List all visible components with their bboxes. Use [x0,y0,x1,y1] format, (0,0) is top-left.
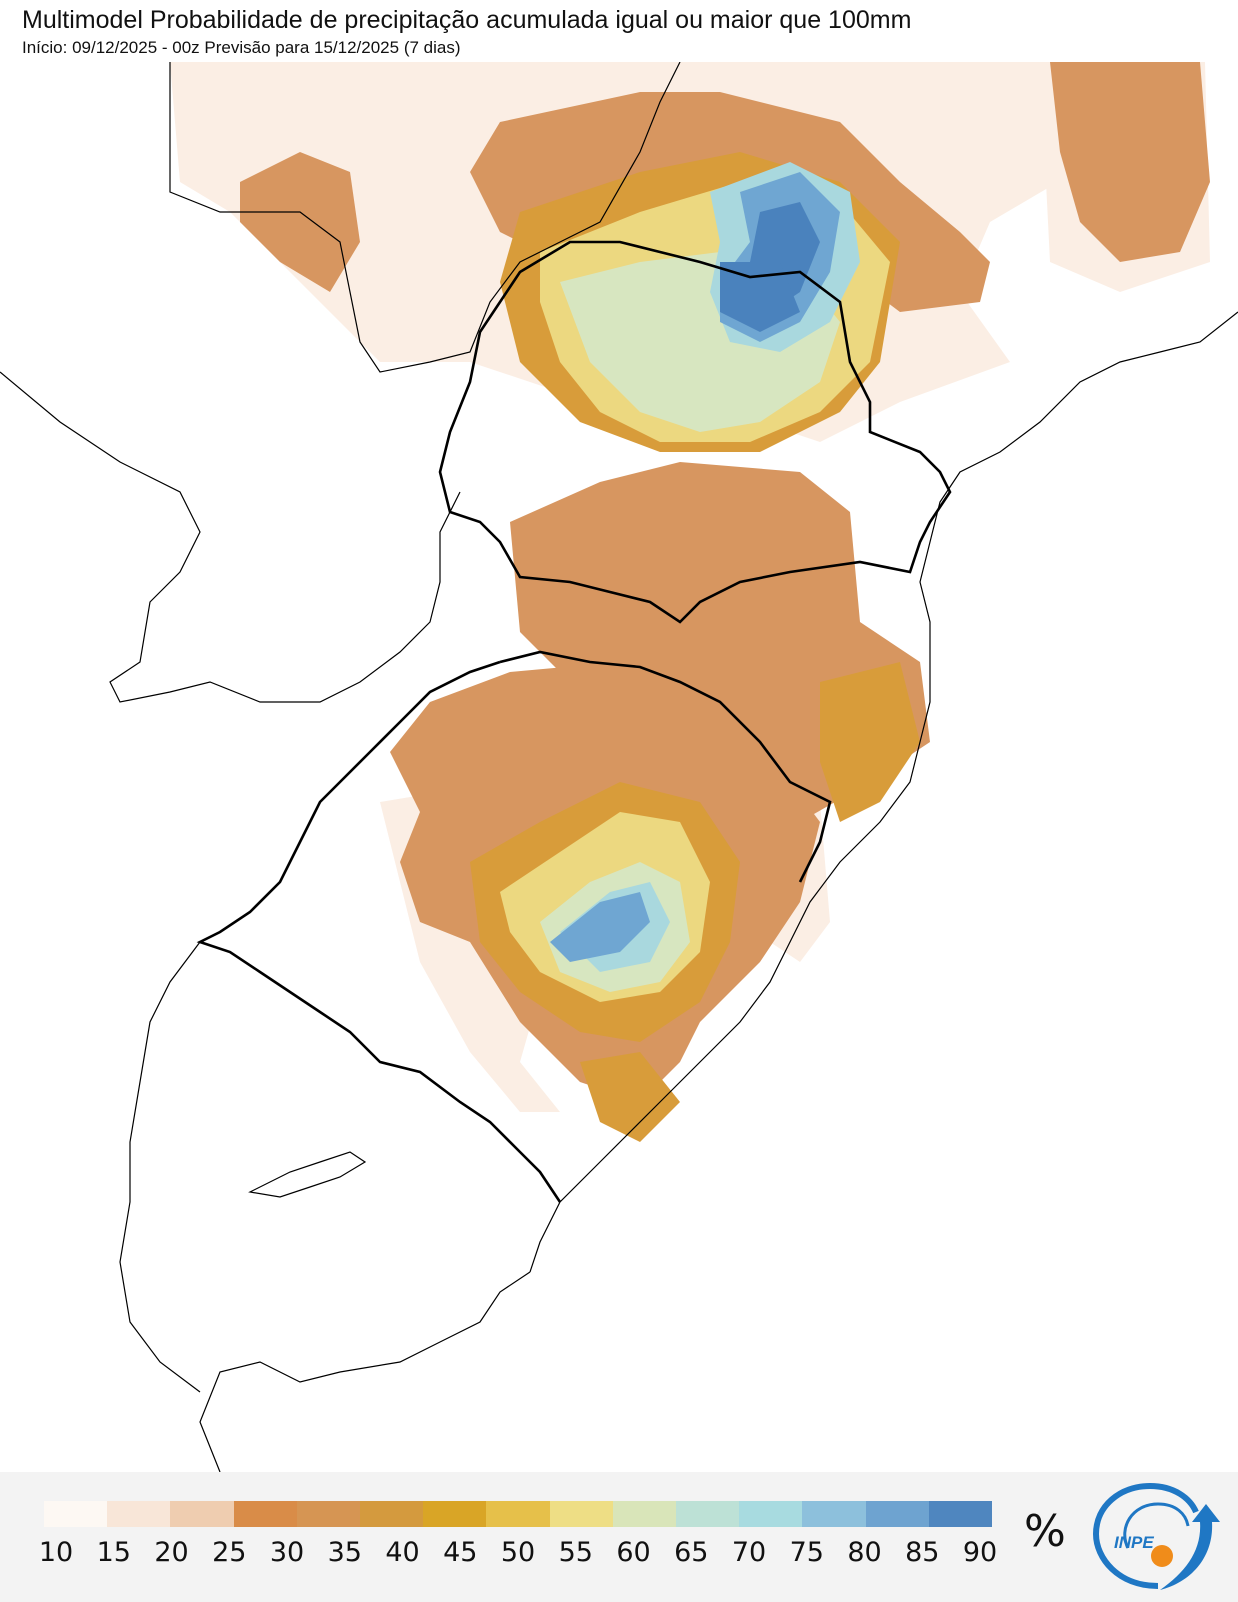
colorbar-tick-label: 35 [327,1537,362,1568]
shading-30-west-north [240,152,360,292]
coastline-south [199,1271,531,1472]
shading-40-sw [580,1052,680,1142]
logo-orange-dot-icon [1151,1545,1173,1567]
colorbar-tick-label: 85 [905,1537,940,1568]
country-border-north [169,62,681,373]
colorbar-tick-label: 80 [847,1537,882,1568]
colorbar-tick-label: 45 [443,1537,478,1568]
inpe-logo: INPE [1092,1482,1220,1590]
colorbar-tick-labels: 10 15 20 25 30 35 40 45 50 55 60 65 70 75 80 85 90 [32,1537,1004,1571]
colorbar-cell [44,1501,108,1527]
logo-inner-arc-icon [1123,1502,1190,1549]
shading-90-central [720,262,800,332]
colorbar-cell [296,1501,361,1527]
probability-shading [170,62,1210,1142]
colorbar-cell [865,1501,929,1527]
colorbar-cell [107,1501,171,1527]
logo-swoosh-icon [1160,1504,1220,1590]
colorbar-cell [233,1501,297,1527]
colorbar-cell [739,1501,803,1527]
border-santa-catarina-rio-grande [499,650,832,883]
colorbar-tick-label: 70 [731,1537,767,1568]
coastline-east [529,311,1238,1273]
coastline-outlines [0,62,1238,1472]
colorbar-cell [928,1501,993,1527]
shading-80-south [550,892,650,962]
colorbar-tick-label: 60 [616,1537,651,1568]
colorbar-tick-label: 30 [269,1537,305,1568]
map-subtitle: Início: 09/12/2025 - 00z Previsão para 1… [22,38,461,57]
country-border-west [0,371,461,703]
logo-text: INPE [1114,1533,1154,1552]
colorbar-tick-label: 65 [674,1537,709,1568]
border-uruguay-west [119,941,201,1393]
colorbar-cell [676,1501,740,1527]
colorbar-tick-label: 75 [789,1537,824,1568]
colorbar-tick-label: 55 [558,1537,593,1568]
shading-40-east [820,662,920,822]
colorbar-tick-label: 40 [385,1537,420,1568]
colorbar-tick-label: 10 [38,1537,74,1568]
logo-arc-icon [1092,1482,1199,1589]
colorbar-cell [360,1501,424,1527]
legend-panel [0,1472,1238,1602]
border-parana [438,240,952,624]
border-rio-grande-do-sul [196,660,562,1203]
colorbar-tick-label: 25 [212,1537,247,1568]
probability-map [0,62,1238,1472]
colorbar-cell [423,1501,487,1527]
state-borders [196,240,952,1203]
unit-label: % [1024,1506,1066,1557]
colorbar-cell [802,1501,866,1527]
lagoon-outline [248,1151,367,1198]
probability-colorbar [44,1501,993,1527]
colorbar-tick-label: 90 [962,1537,998,1568]
colorbar-tick-label: 50 [500,1537,536,1568]
colorbar-cell [549,1501,613,1527]
colorbar-tick-label: 15 [96,1537,131,1568]
shading-30-ne [1050,62,1210,262]
colorbar-cell [170,1501,234,1527]
colorbar-cell [612,1501,677,1527]
colorbar-cell [486,1501,550,1527]
colorbar-tick-label: 20 [154,1537,189,1568]
map-title: Multimodel Probabilidade de precipitação… [22,6,912,34]
